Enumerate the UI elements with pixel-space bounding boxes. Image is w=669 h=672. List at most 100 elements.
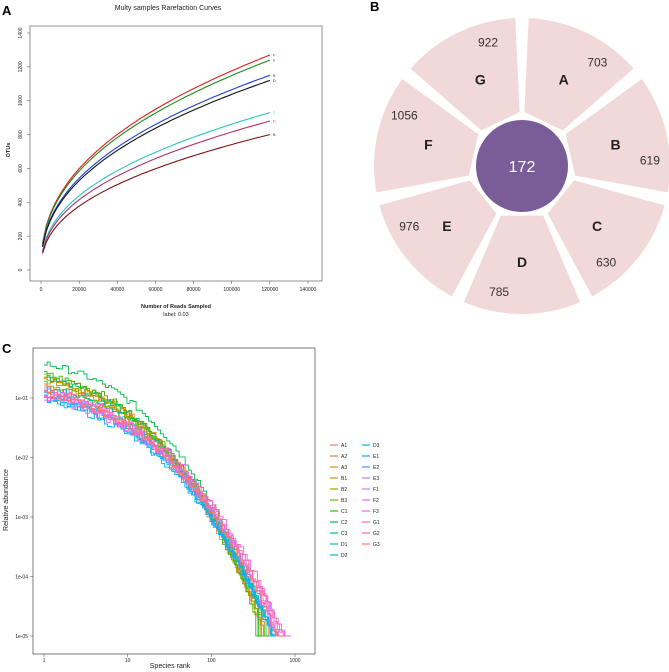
rarefaction-series-label: D xyxy=(273,78,276,83)
rarefaction-ytick-label: 400 xyxy=(18,198,24,207)
rank-series-e1 xyxy=(44,396,283,637)
petal-label: F xyxy=(424,137,433,153)
rarefaction-series-1 xyxy=(41,54,271,244)
rarefaction-xlabel: Number of Reads Sampled xyxy=(141,304,211,310)
legend-label: A3 xyxy=(341,465,347,471)
petal-value: 922 xyxy=(478,36,498,50)
legend-label: D1 xyxy=(341,542,348,548)
legend-label: C3 xyxy=(341,531,348,537)
rank-ytick-label: 1e-01 xyxy=(15,396,28,402)
panel-letter-b: B xyxy=(370,0,379,14)
petal-a xyxy=(524,18,634,131)
legend-label: B1 xyxy=(341,476,347,482)
legend-label: G2 xyxy=(373,531,380,537)
rank-series-a3 xyxy=(44,374,266,637)
petal-d xyxy=(463,215,581,315)
rank-ytick-label: 1e-03 xyxy=(15,515,28,521)
rarefaction-frame xyxy=(29,25,323,282)
rank-series-d2 xyxy=(44,392,278,637)
legend-label: C2 xyxy=(341,520,348,526)
rank-series-g2 xyxy=(44,390,287,637)
legend-label: A2 xyxy=(341,454,347,460)
rarefaction-xtick-label: 140000 xyxy=(300,287,317,293)
rarefaction-series-4 xyxy=(41,79,271,248)
petal-f xyxy=(374,79,479,193)
rarefaction-series-5 xyxy=(41,112,271,251)
rarefaction-ytick-label: 1200 xyxy=(18,61,24,72)
legend-label: F1 xyxy=(373,487,379,493)
rarefaction-xtick-label: 20000 xyxy=(72,287,86,293)
rank-series-b3 xyxy=(44,380,268,637)
rarefaction-series-label: E xyxy=(273,58,276,63)
rank-abundance-ylabel: Relative abundance xyxy=(3,469,10,531)
rank-series-d3 xyxy=(44,394,280,637)
petal-e xyxy=(379,180,497,297)
rarefaction-footnote: label: 0.03 xyxy=(163,312,188,318)
panel-letter-c: C xyxy=(2,341,12,356)
petal-value: 976 xyxy=(399,220,419,234)
legend-label: F3 xyxy=(373,509,379,515)
rank-abundance-chart: 1 10 100 1000 1e-01 1e-02 1e-03 1e-04 1e-05 A1 A2… xyxy=(3,347,380,670)
rank-series-c1 xyxy=(44,370,260,637)
rarefaction-series-label: ? xyxy=(273,110,276,115)
rarefaction-ytick-label: 0 xyxy=(18,268,24,271)
rank-xtick-label: 10 xyxy=(125,658,131,664)
rarefaction-series-2 xyxy=(41,59,271,245)
legend-label: G3 xyxy=(373,542,380,548)
rarefaction-ytick-label: 1400 xyxy=(18,27,24,38)
petal-label: D xyxy=(517,254,527,270)
rarefaction-series-label: B xyxy=(273,132,276,137)
rank-series-g1 xyxy=(44,395,285,637)
legend-label: F2 xyxy=(373,498,379,504)
rarefaction-ytick-label: 800 xyxy=(18,130,24,139)
rarefaction-series-label: F xyxy=(273,53,276,58)
rank-xtick-label: 1 xyxy=(43,658,46,664)
petal-b xyxy=(565,79,669,193)
rarefaction-xtick-label: 60000 xyxy=(148,287,162,293)
rarefaction-series-3 xyxy=(41,74,271,247)
rank-xtick-label: 100 xyxy=(207,658,216,664)
rarefaction-ytick-label: 200 xyxy=(18,232,24,241)
rank-ytick-label: 1e-02 xyxy=(15,456,28,462)
petal-value: 1056 xyxy=(391,109,418,123)
legend-label: A1 xyxy=(341,443,347,449)
petal-label: B xyxy=(611,137,621,153)
rarefaction-series-label: B xyxy=(273,73,276,78)
legend-label: E3 xyxy=(373,476,379,482)
petal-g xyxy=(410,18,520,131)
rank-series-a1 xyxy=(44,385,267,637)
legend-label: G1 xyxy=(373,520,380,526)
legend-label: E2 xyxy=(373,465,379,471)
core-value: 172 xyxy=(509,159,536,176)
legend-label: E1 xyxy=(373,454,379,460)
panel-letter-a: A xyxy=(2,3,12,18)
rank-series-g3 xyxy=(44,390,284,637)
rank-series-d1 xyxy=(44,388,275,637)
rank-series-e3 xyxy=(44,387,281,637)
rarefaction-series-6 xyxy=(41,120,271,252)
rarefaction-xtick-label: 0 xyxy=(40,287,43,293)
rank-series-a2 xyxy=(44,380,272,637)
rank-ytick-label: 1e-04 xyxy=(15,575,28,581)
rarefaction-xtick-label: 40000 xyxy=(110,287,124,293)
petal-c xyxy=(547,180,665,297)
rank-series-c3 xyxy=(44,376,270,637)
flower-diagram: A 703 B 619 C 630 D 785 E 976 F 1056 G 922 172 xyxy=(374,18,669,315)
rarefaction-series-label: C xyxy=(273,119,276,124)
legend-label: D2 xyxy=(341,553,348,559)
rarefaction-ytick-label: 1000 xyxy=(18,95,24,106)
rank-series-e2 xyxy=(44,392,279,637)
petal-label: E xyxy=(442,218,451,234)
rank-series-b1 xyxy=(44,376,265,637)
petal-label: A xyxy=(559,72,569,88)
petal-value: 703 xyxy=(587,55,607,69)
legend-label: D3 xyxy=(373,443,380,449)
legend-label: B2 xyxy=(341,487,347,493)
rank-series-f2 xyxy=(44,396,292,637)
core-circle xyxy=(476,120,568,212)
petal-value: 630 xyxy=(596,255,616,269)
rank-abundance-xlabel: Species rank xyxy=(150,663,191,670)
rarefaction-ylabel: OTUs xyxy=(6,143,12,158)
rank-series-f3 xyxy=(44,386,289,637)
